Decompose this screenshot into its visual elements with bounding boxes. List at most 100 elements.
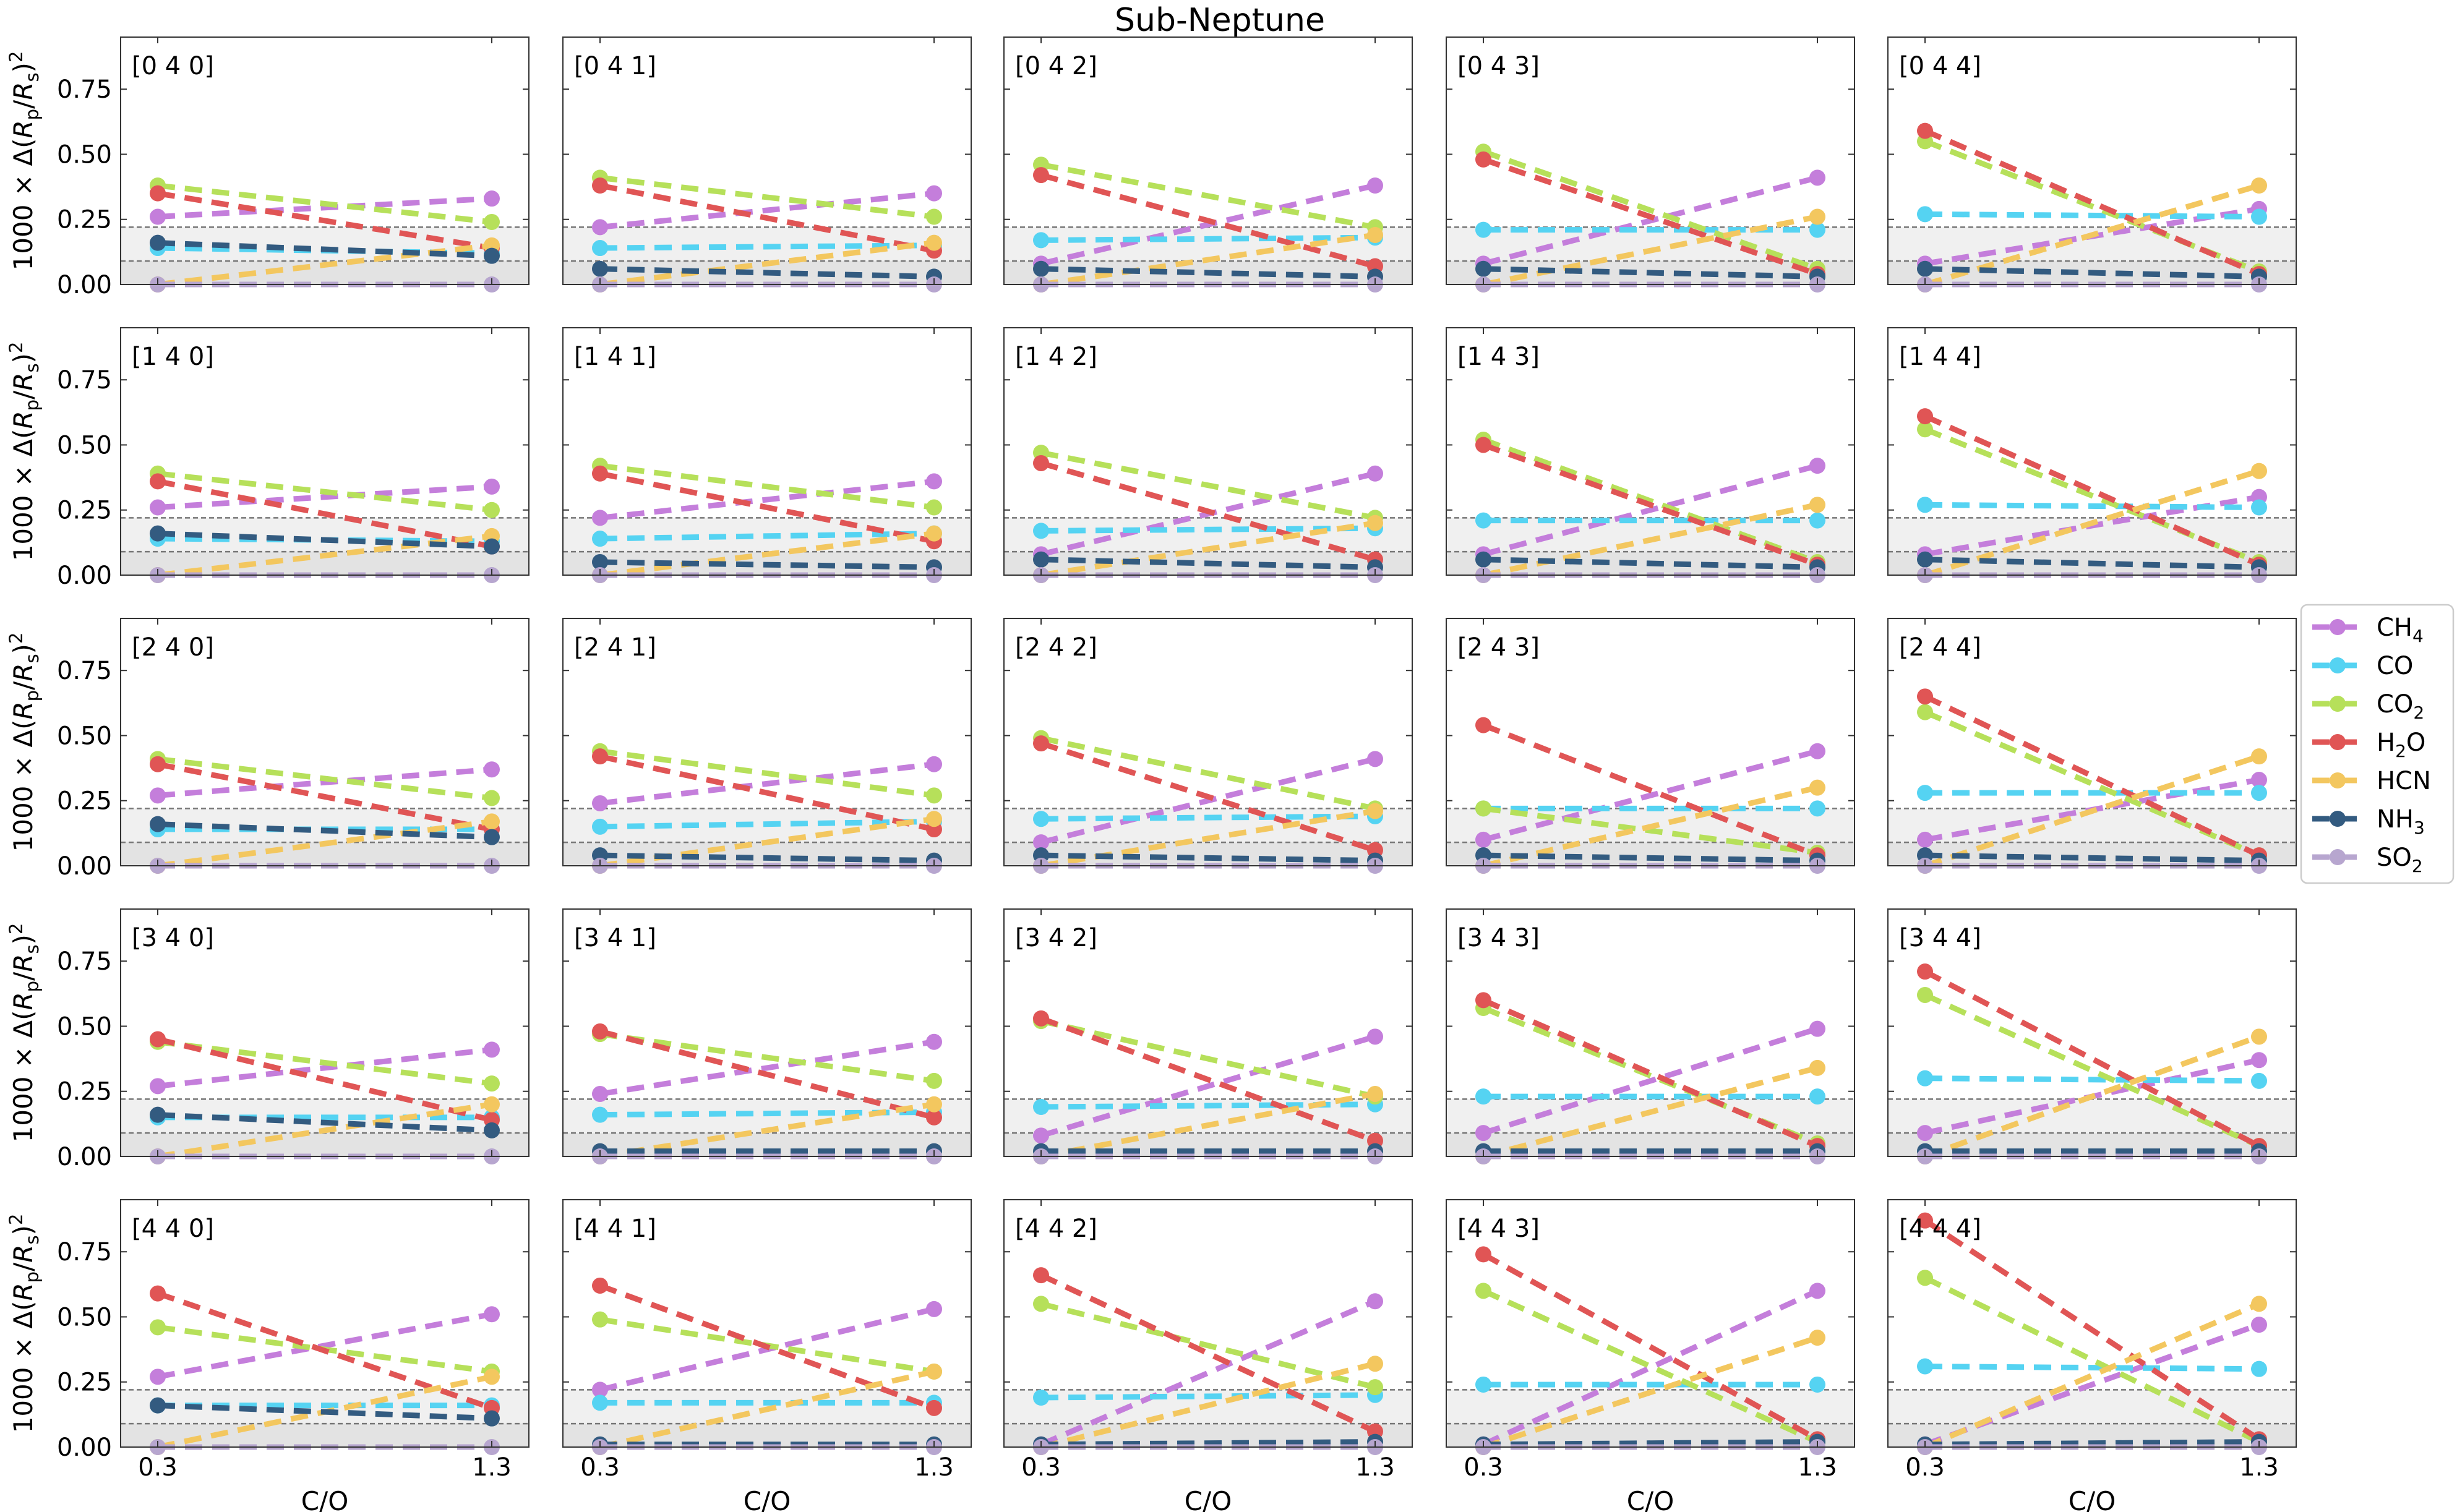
panel-label: [0 4 2] [1015, 52, 1097, 80]
data-point [1809, 1088, 1825, 1105]
series-line [1483, 852, 1818, 864]
data-point [1917, 1270, 1933, 1286]
panel: 0.00 0.25 0.50 0.75 1000 × Δ(Rp/Rs)2 [2 4 0] [6, 618, 530, 881]
data-point [1809, 1020, 1825, 1037]
data-point [592, 748, 608, 765]
data-point [1367, 177, 1383, 194]
shaded-band-lower [121, 1424, 529, 1447]
series-line [599, 463, 935, 510]
legend-marker [2330, 811, 2346, 827]
data-point [1033, 834, 1049, 851]
panel-label: [3 4 4] [1899, 924, 1981, 952]
data-point [926, 1072, 942, 1089]
data-point [1917, 1125, 1933, 1142]
data-point [2251, 1296, 2267, 1312]
series-line [1040, 234, 1376, 243]
y-tick-label: 0.25 [57, 1078, 112, 1106]
legend-label: SO2 [2377, 844, 2423, 876]
data-point [150, 1397, 166, 1414]
panel-label: [2 4 2] [1015, 633, 1097, 662]
panel-label: [0 4 4] [1899, 52, 1981, 80]
x-tick-label: 0.3 [1464, 1453, 1503, 1482]
data-point [1033, 167, 1049, 184]
data-point [1367, 1028, 1383, 1045]
series-line [1924, 852, 2260, 864]
panel: [0 4 4] [1887, 36, 2297, 293]
data-point [1809, 1283, 1825, 1299]
x-axis-label: C/O [1627, 1486, 1674, 1512]
y-tick-label: 0.25 [57, 787, 112, 816]
panel: [1 4 2] [1003, 327, 1413, 583]
panel: [2 4 2] [1003, 618, 1413, 874]
data-point [1033, 1390, 1049, 1406]
data-point [1475, 551, 1491, 568]
data-point [1367, 1379, 1383, 1396]
data-point [1367, 803, 1383, 819]
series-line [157, 1112, 492, 1134]
series-line [599, 242, 935, 251]
data-point [1809, 458, 1825, 474]
data-point [592, 1382, 608, 1398]
data-point [2251, 1317, 2267, 1333]
data-point [1367, 1356, 1383, 1372]
panel-frame [562, 1199, 972, 1448]
data-point [1033, 1267, 1049, 1284]
series-line [1482, 175, 1819, 267]
legend-label: NH3 [2377, 805, 2425, 838]
data-point [150, 525, 166, 542]
data-point [2251, 208, 2267, 225]
series-line [157, 1311, 492, 1380]
data-point [484, 1041, 500, 1058]
panel-frame [120, 1199, 530, 1448]
data-point [926, 185, 942, 202]
data-point [592, 465, 608, 482]
series-line [1040, 1015, 1376, 1143]
series-line [1040, 525, 1376, 534]
series-line [157, 1046, 492, 1089]
data-point [592, 240, 608, 257]
data-point [2251, 1072, 2267, 1089]
panel-label: [2 4 1] [574, 633, 656, 662]
data-point [592, 1085, 608, 1102]
data-point [1033, 811, 1049, 827]
data-point [484, 1306, 500, 1323]
legend-label: CO2 [2377, 690, 2424, 723]
series-line [1040, 1392, 1376, 1401]
series-line [1482, 1288, 1819, 1445]
y-tick-label: 0.75 [57, 657, 112, 685]
series-line [1040, 756, 1376, 845]
data-point [484, 761, 500, 778]
series-line [157, 756, 492, 801]
x-axis-label: C/O [301, 1486, 349, 1512]
data-point [926, 473, 942, 490]
series-line [1483, 266, 1818, 280]
series-line [1040, 1091, 1376, 1160]
panel: [3 4 4] [1887, 908, 2297, 1164]
data-point [1033, 1296, 1049, 1312]
data-point [1809, 1059, 1825, 1076]
series-line [1923, 969, 2261, 1149]
series-line [1040, 1360, 1376, 1450]
data-point [150, 756, 166, 772]
legend-label: CO [2377, 652, 2413, 680]
data-point [1917, 421, 1933, 438]
panel: [3 4 2] [1003, 908, 1413, 1164]
panel: [2 4 1] [562, 618, 972, 874]
data-point [1917, 206, 1933, 223]
data-point [2251, 1360, 2267, 1377]
series-line [1040, 266, 1376, 280]
data-point [150, 787, 166, 804]
data-point [1033, 260, 1049, 277]
x-tick-label: 0.3 [1905, 1453, 1945, 1482]
panel-label: [1 4 1] [574, 343, 656, 371]
panel: 0.00 0.25 0.50 0.75 1000 × Δ(Rp/Rs)2 [1 4 0] [6, 327, 530, 590]
panel-label: [1 4 4] [1899, 343, 1981, 371]
series-line [599, 852, 935, 864]
data-point [1917, 408, 1933, 425]
data-point [1475, 437, 1491, 453]
panel-label: [4 4 2] [1015, 1215, 1097, 1243]
series-line [1924, 128, 2260, 277]
series-line [157, 1039, 492, 1087]
data-point [1367, 1085, 1383, 1102]
data-point [484, 1075, 500, 1092]
